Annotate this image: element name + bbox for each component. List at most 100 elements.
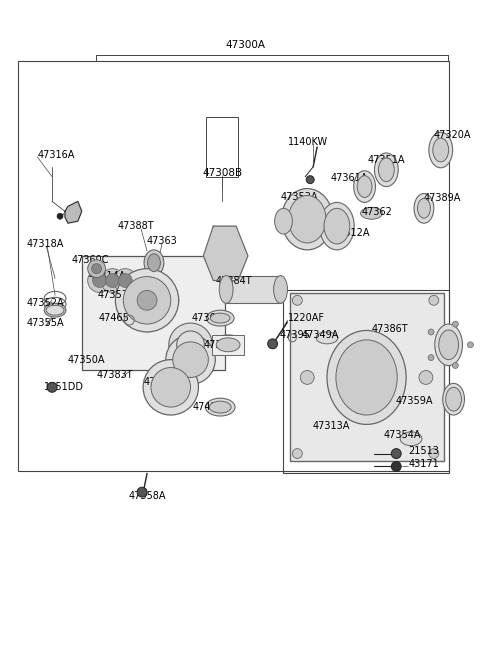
Text: 47384T: 47384T — [216, 276, 252, 286]
Text: 47357A: 47357A — [97, 290, 135, 301]
Ellipse shape — [374, 153, 398, 187]
Ellipse shape — [292, 449, 302, 458]
Ellipse shape — [288, 195, 326, 243]
Ellipse shape — [306, 176, 314, 183]
Text: 47355A: 47355A — [26, 318, 64, 328]
Ellipse shape — [400, 432, 422, 445]
Ellipse shape — [360, 208, 383, 219]
Text: 47389A: 47389A — [424, 193, 461, 204]
Ellipse shape — [357, 176, 372, 197]
Ellipse shape — [210, 313, 230, 323]
Ellipse shape — [206, 310, 234, 326]
Ellipse shape — [316, 332, 338, 344]
Ellipse shape — [143, 360, 198, 415]
Text: 47312A: 47312A — [333, 228, 371, 238]
Ellipse shape — [177, 331, 204, 359]
Text: 47349A: 47349A — [301, 330, 339, 340]
Ellipse shape — [435, 324, 463, 365]
Ellipse shape — [468, 342, 473, 348]
Ellipse shape — [428, 329, 434, 335]
Ellipse shape — [151, 367, 191, 407]
Text: 21513: 21513 — [408, 445, 439, 456]
Text: 47465: 47465 — [99, 313, 130, 323]
Ellipse shape — [137, 487, 147, 497]
Text: 47386T: 47386T — [372, 324, 408, 334]
Ellipse shape — [106, 274, 120, 288]
Bar — [226, 276, 280, 303]
Ellipse shape — [439, 330, 458, 360]
Ellipse shape — [391, 462, 401, 472]
Ellipse shape — [212, 335, 244, 355]
Ellipse shape — [205, 398, 235, 416]
Ellipse shape — [320, 202, 354, 250]
Polygon shape — [204, 226, 248, 280]
Text: 47362: 47362 — [362, 207, 393, 217]
Ellipse shape — [113, 269, 137, 292]
Ellipse shape — [443, 383, 465, 415]
Text: 47332: 47332 — [144, 377, 174, 387]
Ellipse shape — [44, 303, 66, 317]
Ellipse shape — [216, 338, 240, 352]
Text: 47360C: 47360C — [72, 255, 109, 265]
Ellipse shape — [300, 371, 314, 384]
Text: 47350A: 47350A — [68, 354, 106, 365]
Ellipse shape — [119, 274, 132, 288]
Text: 47300A: 47300A — [226, 40, 266, 50]
Ellipse shape — [445, 387, 461, 411]
Bar — [206, 117, 238, 177]
Ellipse shape — [173, 342, 208, 377]
Ellipse shape — [429, 132, 453, 168]
Ellipse shape — [46, 305, 64, 315]
Text: 47320A: 47320A — [434, 130, 471, 140]
Ellipse shape — [93, 274, 107, 288]
Ellipse shape — [428, 354, 434, 360]
Ellipse shape — [209, 401, 231, 413]
Text: 47358A: 47358A — [128, 491, 166, 501]
Ellipse shape — [115, 269, 179, 332]
Text: 47318A: 47318A — [26, 239, 64, 249]
Ellipse shape — [219, 276, 233, 303]
Ellipse shape — [419, 371, 433, 384]
Bar — [283, 290, 449, 474]
Ellipse shape — [414, 193, 434, 223]
Text: 47352A: 47352A — [26, 298, 64, 309]
Text: 47383T: 47383T — [96, 371, 133, 381]
Ellipse shape — [57, 214, 63, 219]
Text: 47351A: 47351A — [368, 155, 405, 165]
Ellipse shape — [169, 323, 212, 367]
Ellipse shape — [418, 198, 431, 218]
Text: 1220AF: 1220AF — [288, 313, 324, 323]
Text: 47361A: 47361A — [330, 173, 368, 183]
Ellipse shape — [274, 276, 288, 303]
Ellipse shape — [88, 260, 106, 278]
Bar — [19, 61, 449, 472]
Text: 47354A: 47354A — [384, 430, 421, 440]
Text: 1140KW: 1140KW — [288, 137, 328, 147]
Ellipse shape — [429, 449, 439, 458]
Ellipse shape — [137, 290, 157, 310]
Text: 47316A: 47316A — [37, 150, 75, 160]
Ellipse shape — [282, 189, 333, 250]
Text: 47308B: 47308B — [202, 168, 242, 178]
Bar — [290, 293, 444, 462]
Polygon shape — [65, 202, 82, 223]
Ellipse shape — [453, 362, 458, 369]
Ellipse shape — [147, 254, 160, 272]
Ellipse shape — [292, 295, 302, 305]
Ellipse shape — [47, 383, 57, 392]
Text: 47313A: 47313A — [312, 421, 349, 431]
Text: 47353A: 47353A — [281, 193, 318, 202]
Text: 47359A: 47359A — [396, 396, 433, 406]
Text: 43171: 43171 — [408, 459, 439, 470]
Text: 47363: 47363 — [146, 236, 177, 246]
Ellipse shape — [378, 158, 394, 181]
Ellipse shape — [92, 264, 102, 274]
Text: 47395: 47395 — [280, 330, 311, 340]
Ellipse shape — [123, 276, 171, 324]
Text: 1751DD: 1751DD — [44, 383, 84, 392]
Ellipse shape — [336, 340, 397, 415]
Bar — [212, 335, 244, 355]
Bar — [82, 256, 225, 369]
Ellipse shape — [101, 269, 124, 292]
Ellipse shape — [324, 208, 350, 244]
